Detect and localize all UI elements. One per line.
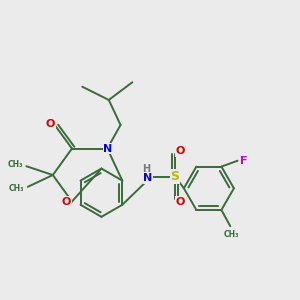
Text: N: N xyxy=(103,143,112,154)
Text: O: O xyxy=(62,196,71,206)
Text: S: S xyxy=(170,170,179,183)
Text: O: O xyxy=(176,146,185,157)
Text: H: H xyxy=(142,164,150,174)
Text: O: O xyxy=(46,119,55,129)
Text: CH₃: CH₃ xyxy=(224,230,239,239)
Text: N: N xyxy=(143,173,153,183)
Text: CH₃: CH₃ xyxy=(9,184,24,193)
Text: F: F xyxy=(240,156,248,166)
Text: CH₃: CH₃ xyxy=(8,160,23,169)
Text: O: O xyxy=(176,196,185,206)
